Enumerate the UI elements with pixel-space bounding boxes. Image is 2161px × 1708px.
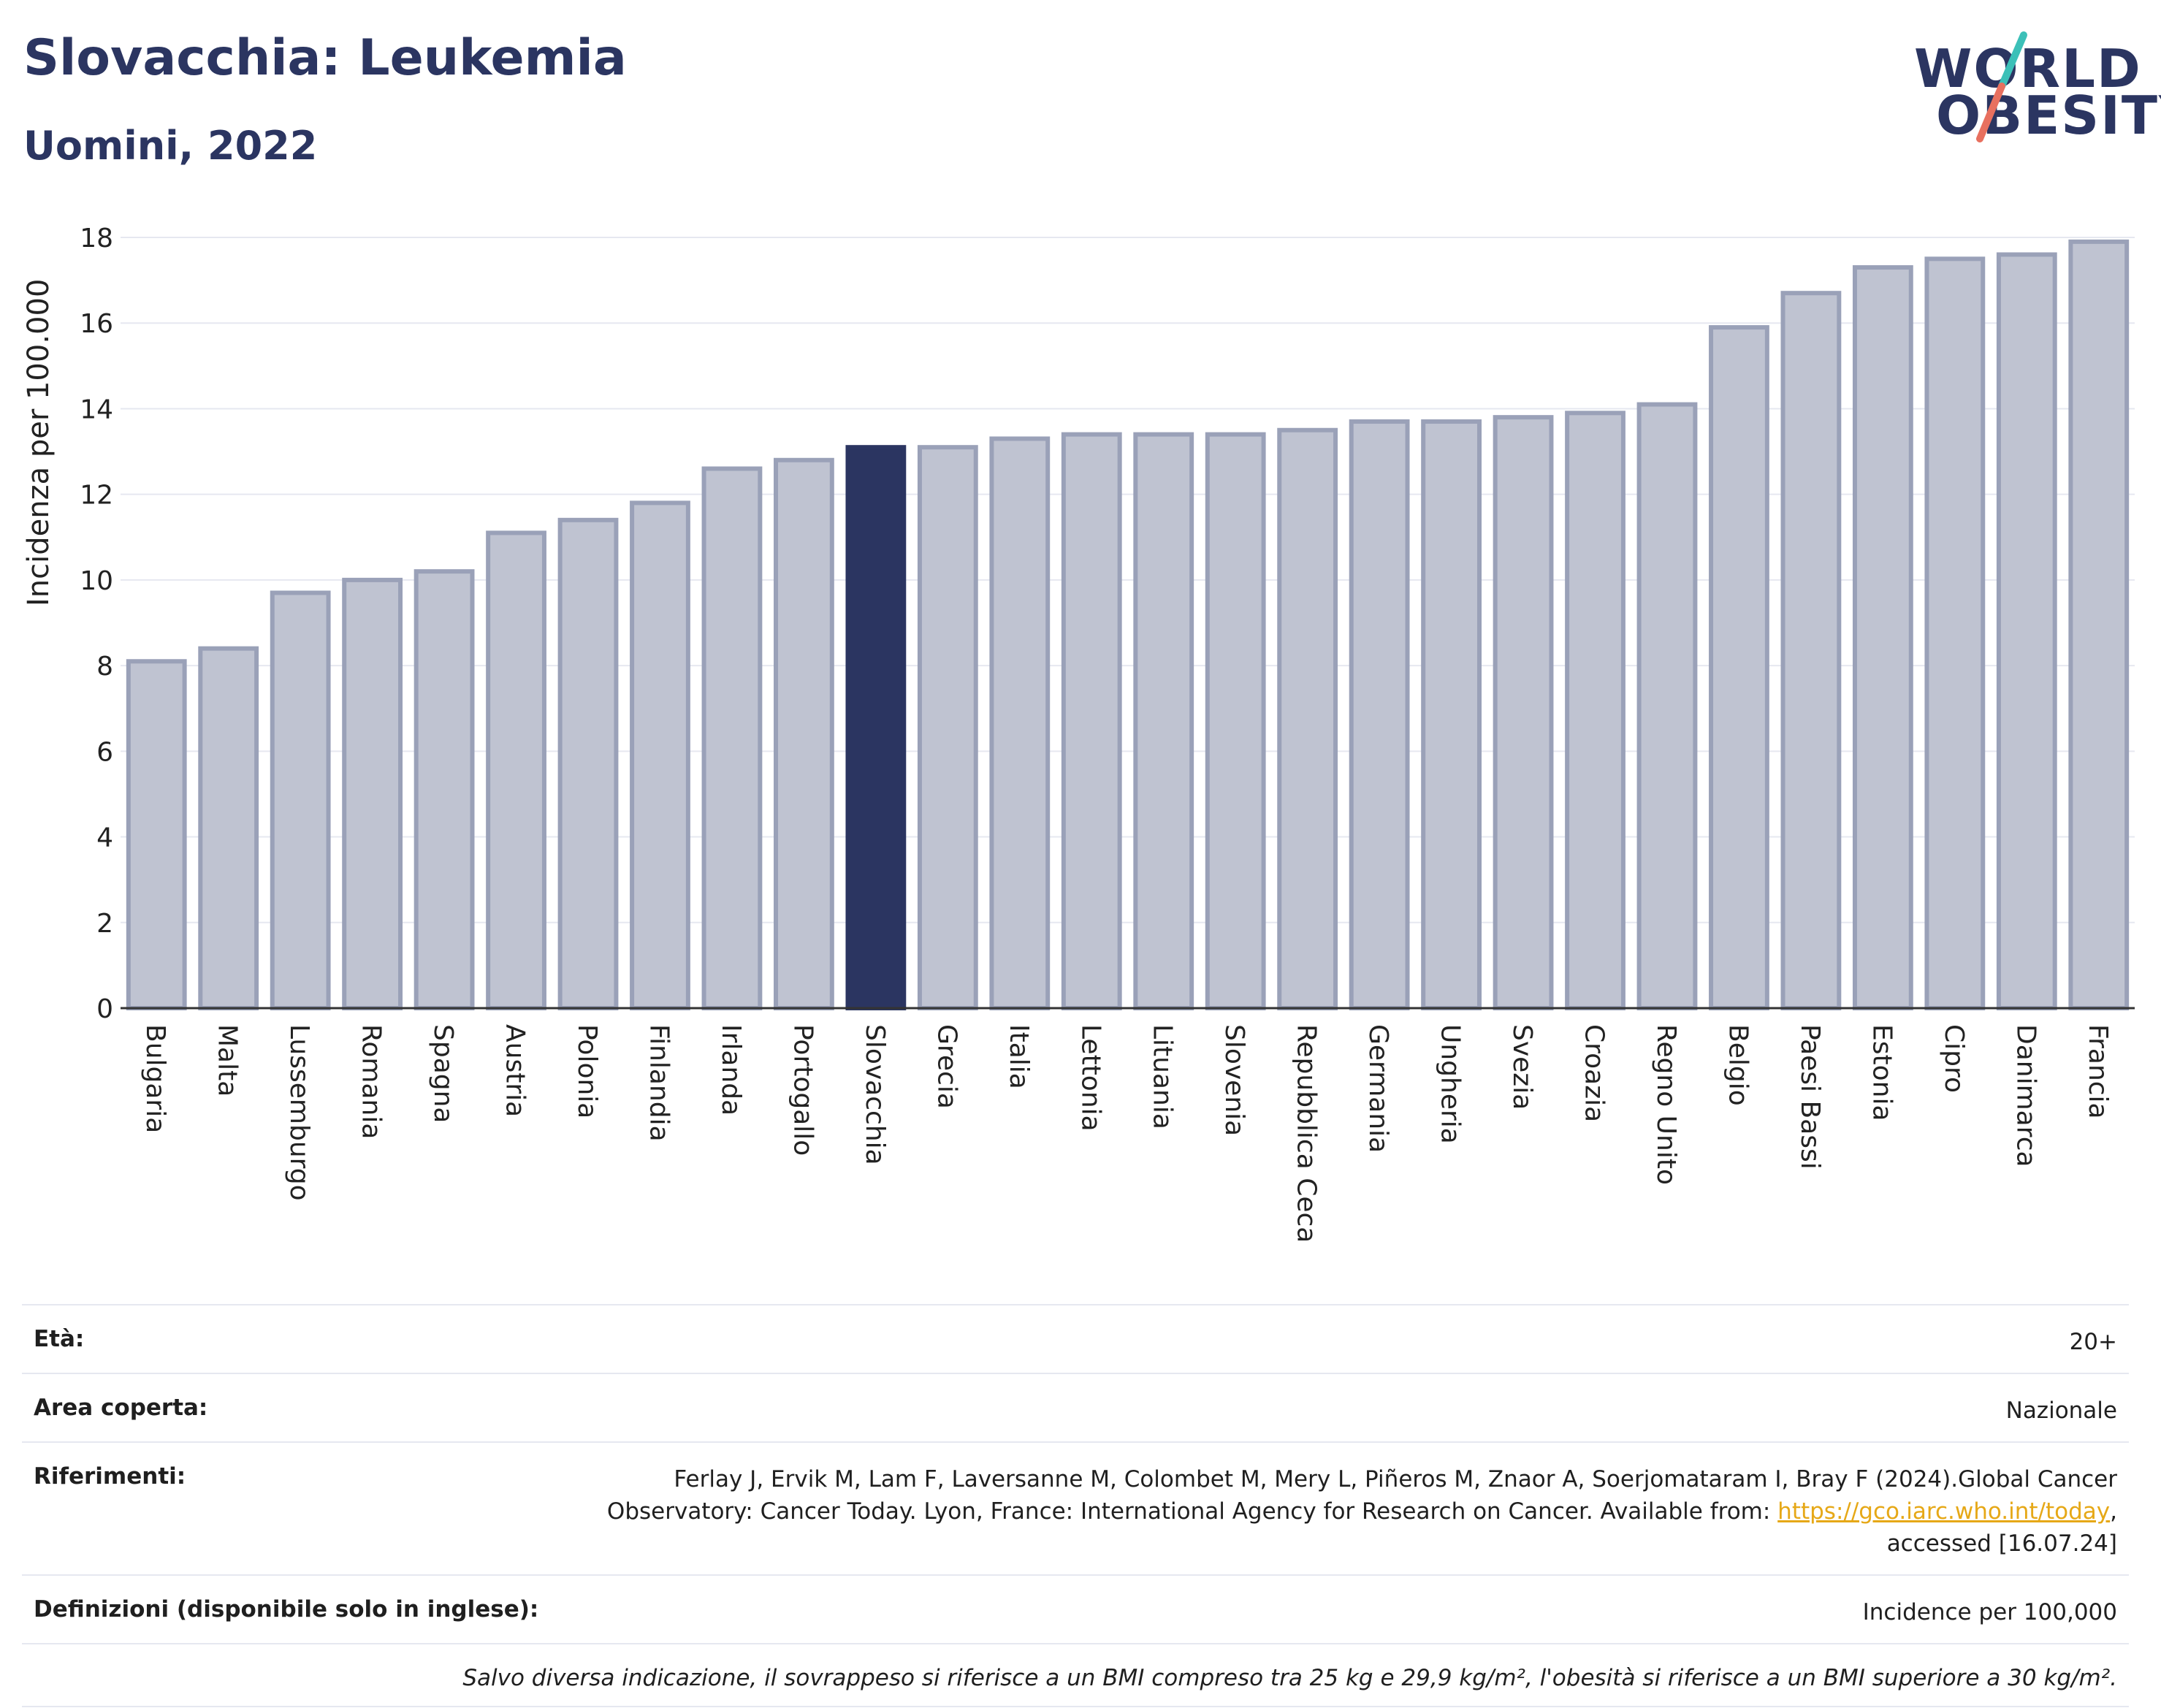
logo-line2: OBESITY [1936,85,2161,146]
bar [1852,265,1913,1011]
bar [1565,411,1625,1010]
x-tick-label: Cipro [1939,1024,1969,1093]
x-tick-label: Croazia [1579,1024,1609,1122]
x-tick-label: Danimarca [2011,1024,2040,1167]
bar [342,577,403,1010]
x-tick-label: Francia [2083,1024,2113,1119]
y-tick-label: 4 [96,823,113,853]
x-tick-label: Spagna [428,1024,458,1124]
bar-chart: 0 2 4 6 8 10 12 14 16 18 Bulgaria Malta Lussemburgo R… [80,224,2135,1243]
x-tick-label: Regno Unito [1651,1024,1681,1185]
x-tick-label: Malta [213,1024,243,1097]
bar [557,517,619,1011]
x-tick-label: Finlandia [644,1024,674,1142]
references-tail: , accessed [16.07.24] [1886,1498,2117,1558]
references-label: Riferimenti: [34,1463,186,1490]
definitions-value: Incidence per 100,000 [1862,1599,2117,1626]
y-tick-label: 6 [96,737,113,767]
x-tick-label: Ungheria [1436,1024,1466,1144]
area-label: Area coperta: [34,1395,208,1422]
bar [1493,415,1554,1010]
x-tick-label: Repubblica Ceca [1292,1024,1322,1243]
x-tick-label: Austria [500,1024,530,1117]
bar [917,445,978,1010]
footnote: Salvo diversa indicazione, il sovrappeso… [462,1665,2117,1692]
bar [701,466,763,1010]
bar [413,569,475,1010]
age-row: Età: 20+ [22,1304,2129,1373]
area-row: Area coperta: Nazionale [22,1373,2129,1441]
bar [1924,256,1986,1011]
bar [2068,239,2130,1011]
references-value: Ferlay J, Ervik M, Lam F, Laversanne M, … [583,1463,2117,1560]
x-tick-label: Paesi Bassi [1795,1024,1825,1170]
x-tick-label: Slovenia [1219,1024,1249,1136]
y-tick-label: 2 [96,909,113,939]
x-tick-label: Estonia [1867,1024,1897,1121]
x-tick-label: Italia [1004,1024,1034,1089]
x-tick-label: Slovacchia [860,1024,890,1165]
note-row: Salvo diversa indicazione, il sovrappeso… [22,1643,2129,1708]
references-row: Riferimenti: Ferlay J, Ervik M, Lam F, L… [22,1441,2129,1574]
definitions-label: Definizioni (disponibile solo in inglese… [34,1596,539,1623]
metadata-table: Età: 20+ Area coperta: Nazionale Riferim… [22,1304,2129,1708]
page-subtitle: Uomini, 2022 [23,123,318,169]
area-value: Nazionale [2005,1398,2117,1425]
bar [989,436,1051,1010]
y-tick-label: 16 [80,309,113,339]
bar [270,590,331,1010]
x-tick-label: Lituania [1148,1024,1178,1129]
x-tick-label: Polonia [572,1024,602,1118]
x-tick-label: Irlanda [716,1024,746,1116]
bar [1780,291,1842,1010]
y-tick-label: 10 [80,566,113,596]
references-text: Ferlay J, Ervik M, Lam F, Laversanne M, … [606,1466,2117,1525]
bar [1205,432,1266,1011]
bar [845,445,907,1010]
y-tick-label: 0 [96,994,113,1024]
bar [198,646,259,1011]
x-tick-label: Svezia [1507,1024,1537,1110]
logo-slash-icon [1976,31,2027,142]
x-tick-label: Portogallo [788,1024,817,1156]
bar [1349,419,1410,1010]
x-tick-label: Lettonia [1075,1024,1105,1132]
page-title: Slovacchia: Leukemia [23,29,627,87]
definitions-row: Definizioni (disponibile solo in inglese… [22,1574,2129,1643]
x-tick-label: Bulgaria [140,1024,170,1133]
age-label: Età: [34,1326,85,1352]
bar [126,659,187,1010]
bar [774,457,834,1010]
x-tick-label: Germania [1363,1024,1393,1153]
x-tick-label: Belgio [1723,1024,1753,1106]
age-value: 20+ [2069,1329,2117,1355]
bar [1636,402,1698,1011]
bar [1277,427,1338,1010]
x-tick-label: Lussemburgo [284,1024,314,1201]
bar [1133,432,1194,1011]
bar [486,530,546,1010]
bar [630,500,690,1010]
bar [1996,252,2057,1010]
y-tick-label: 8 [96,652,113,682]
bar [1421,419,1482,1010]
world-obesity-logo: WORLD OBESITY [1899,29,2161,153]
y-tick-label: 14 [80,394,113,424]
bar [1061,432,1122,1011]
x-tick-label: Romania [357,1024,386,1139]
y-tick-label: 18 [80,224,113,253]
x-tick-label: Grecia [931,1024,961,1109]
logo-line1: WORLD [1914,38,2142,99]
references-link[interactable]: https://gco.iarc.who.int/today [1777,1498,2111,1525]
bar [1709,325,1769,1011]
y-tick-label: 12 [80,481,113,511]
